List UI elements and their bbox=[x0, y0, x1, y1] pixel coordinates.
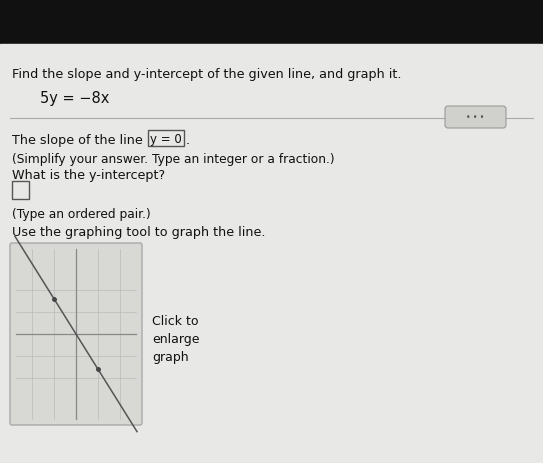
Text: y = 0: y = 0 bbox=[150, 132, 182, 145]
Text: .: . bbox=[186, 134, 190, 147]
Bar bbox=[148, 131, 184, 147]
Text: (Type an ordered pair.): (Type an ordered pair.) bbox=[12, 207, 151, 220]
Bar bbox=[12, 181, 29, 200]
Bar bbox=[0, 0, 543, 45]
FancyBboxPatch shape bbox=[10, 244, 142, 425]
Text: What is the y-intercept?: What is the y-intercept? bbox=[12, 169, 165, 181]
Text: Find the slope and y-intercept of the given line, and graph it.: Find the slope and y-intercept of the gi… bbox=[12, 68, 401, 81]
Text: 5y = −8x: 5y = −8x bbox=[40, 91, 109, 106]
Text: The slope of the line is: The slope of the line is bbox=[12, 134, 161, 147]
Text: Click to
enlarge
graph: Click to enlarge graph bbox=[152, 314, 199, 363]
Text: Use the graphing tool to graph the line.: Use the graphing tool to graph the line. bbox=[12, 225, 266, 238]
FancyBboxPatch shape bbox=[445, 107, 506, 129]
Text: (Simplify your answer. Type an integer or a fraction.): (Simplify your answer. Type an integer o… bbox=[12, 153, 334, 166]
Text: • • •: • • • bbox=[466, 113, 484, 122]
